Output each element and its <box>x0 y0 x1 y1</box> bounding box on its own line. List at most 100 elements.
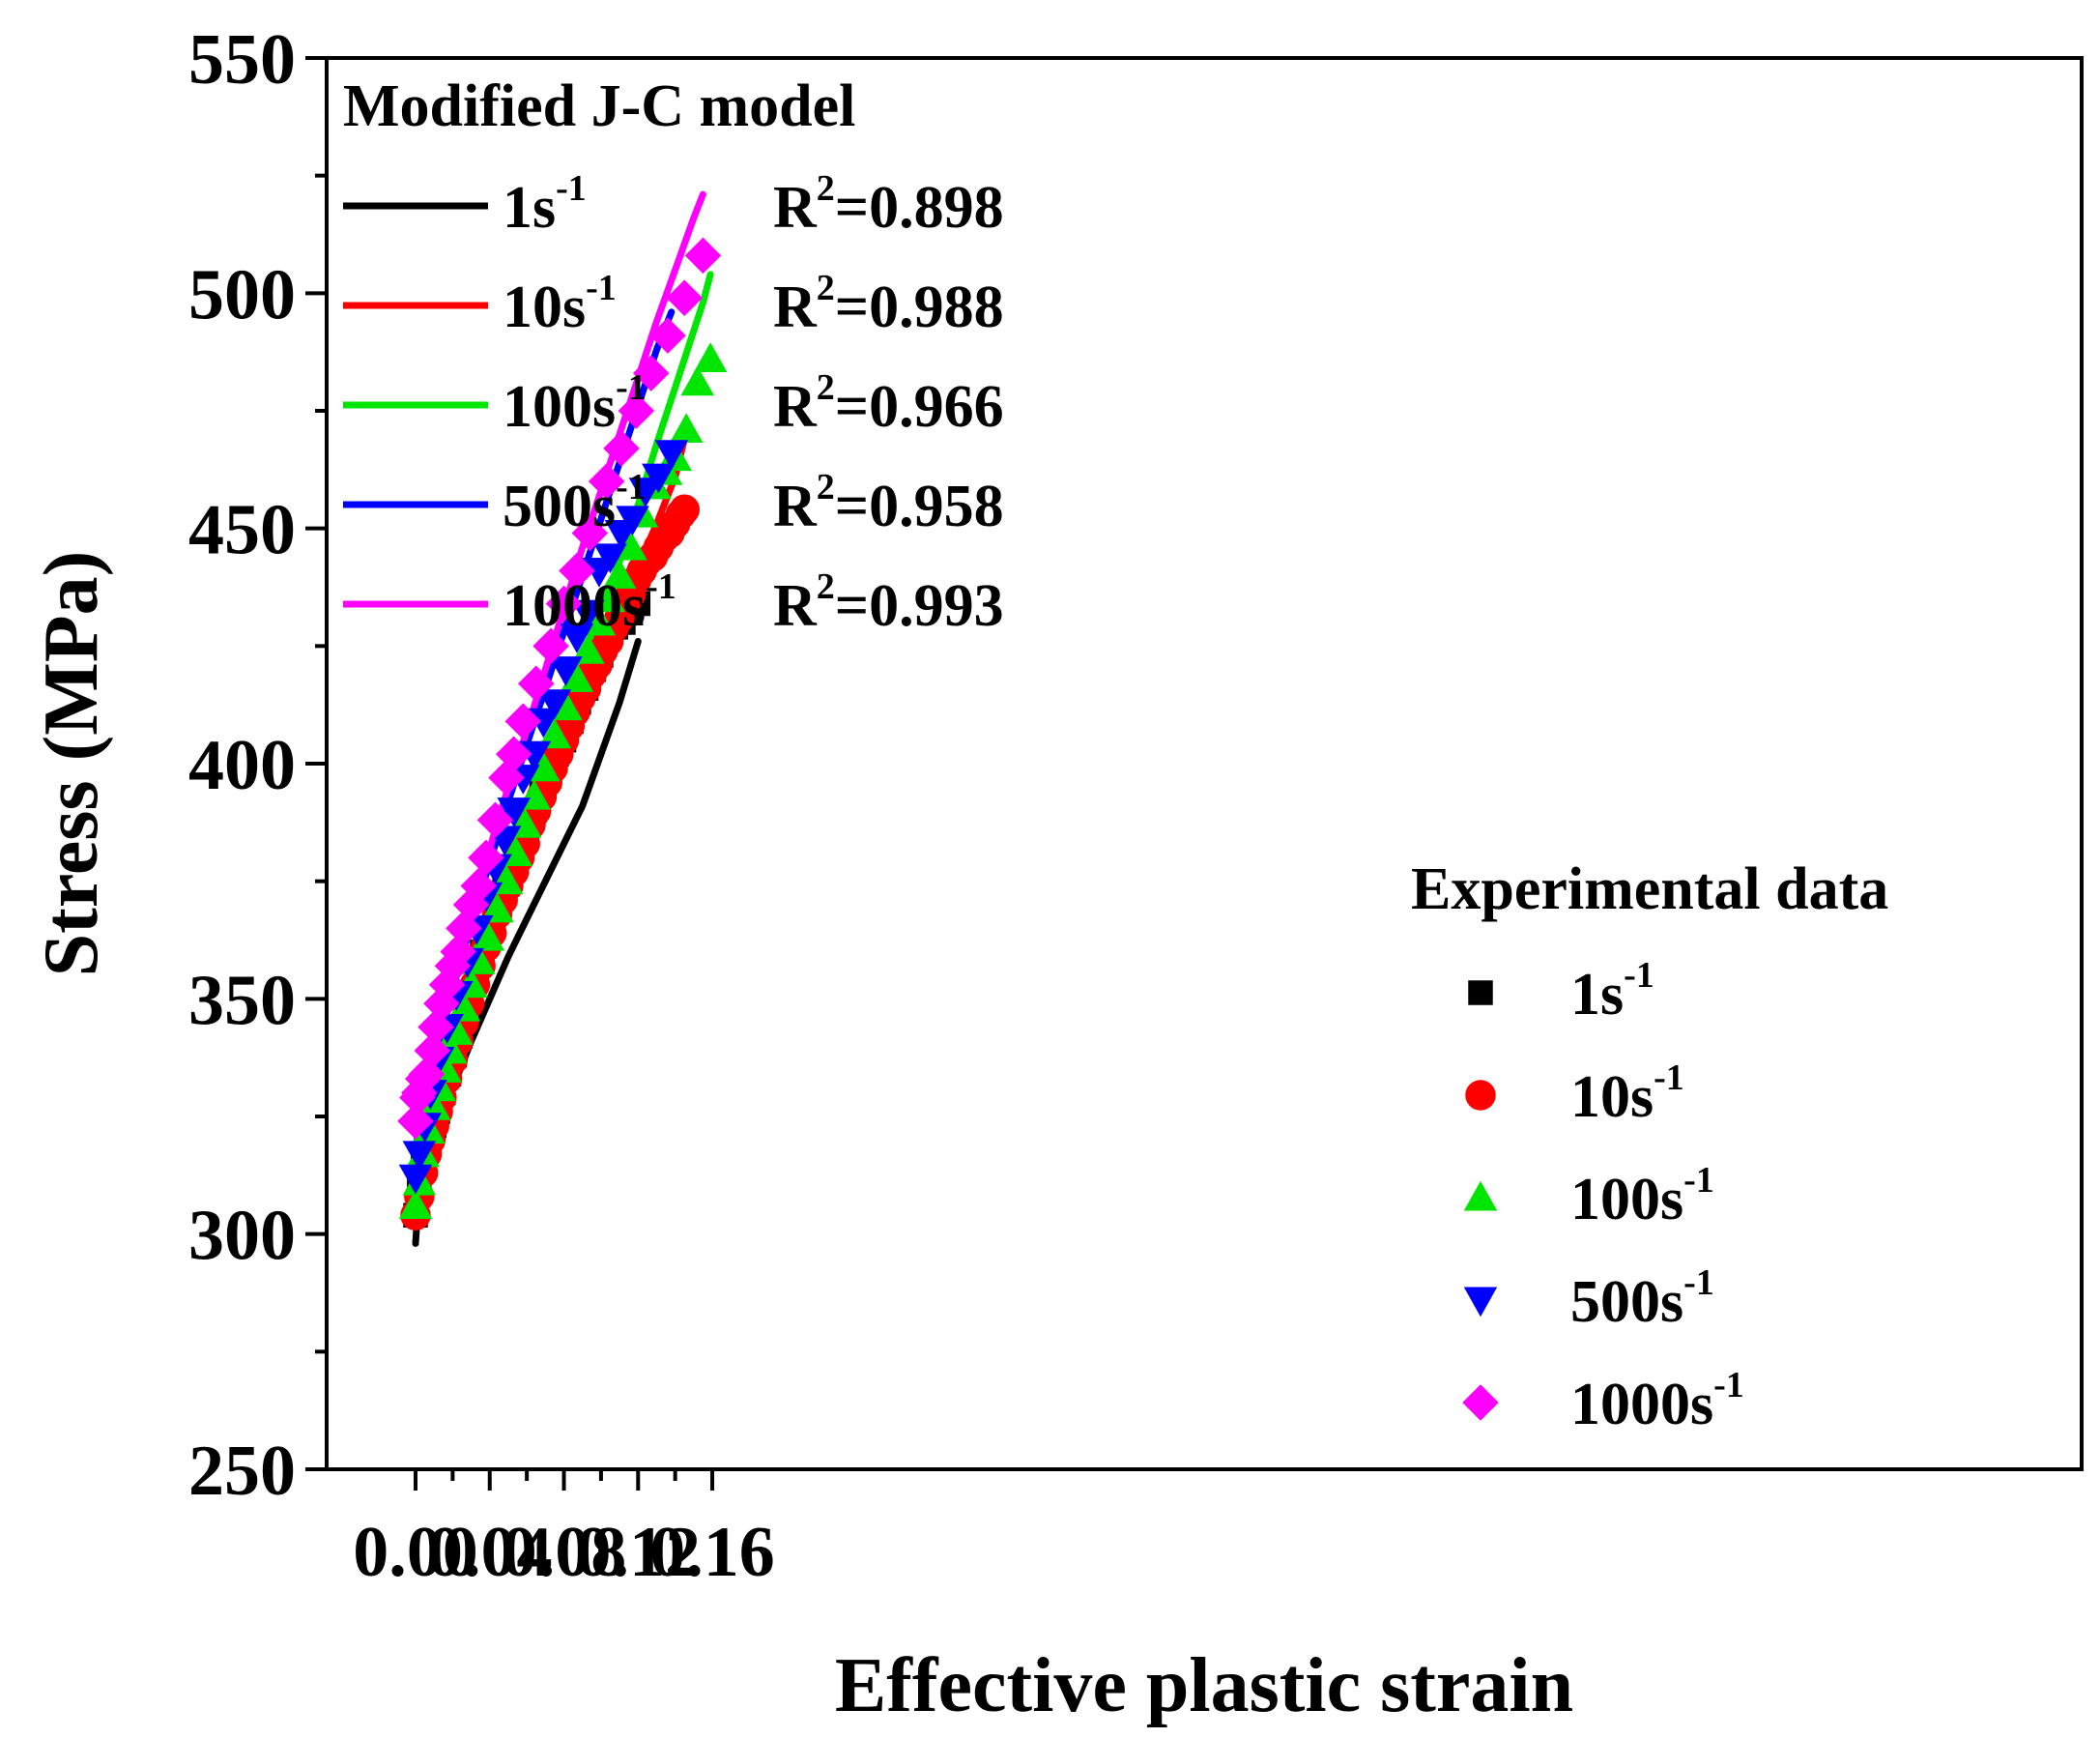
rate-unit: s <box>1690 1372 1713 1437</box>
triangle-up-marker <box>560 662 594 692</box>
r2-value: =0.958 <box>835 474 1004 539</box>
triangle-up-marker <box>417 1090 451 1120</box>
experimental-legend-rate: 1000s-1 <box>1570 1365 1744 1437</box>
rate-unit: s <box>592 374 616 440</box>
experimental-legend-rate: 500s-1 <box>1570 1262 1714 1335</box>
diamond-marker <box>517 665 555 703</box>
triangle-down-marker <box>593 543 627 574</box>
rate-exponent: -1 <box>1683 1160 1714 1201</box>
rate-exponent: -1 <box>556 168 587 209</box>
r2-exponent: 2 <box>817 566 835 607</box>
triangle-down-marker <box>560 623 594 653</box>
triangle-up-marker <box>1463 1180 1498 1211</box>
rate-exponent: -1 <box>1624 955 1654 996</box>
rate-unit: s <box>1630 1064 1654 1130</box>
r2-exponent: 2 <box>817 467 835 507</box>
rate-value: 10 <box>503 275 562 340</box>
diamond-marker <box>571 514 609 552</box>
model-legend-rate: 500s-1 <box>503 467 647 539</box>
r2-symbol: R <box>773 175 818 241</box>
diamond-marker <box>532 627 569 665</box>
triangle-up-marker <box>471 920 505 951</box>
rate-exponent: -1 <box>1713 1365 1744 1405</box>
triangle-down-marker <box>549 656 583 686</box>
triangle-up-marker <box>680 365 714 396</box>
y-axis-title: Stress (MPa) <box>29 551 114 977</box>
triangle-up-marker <box>602 559 637 589</box>
triangle-down-marker <box>628 478 663 507</box>
triangle-up-marker <box>669 413 704 443</box>
diamond-marker <box>423 985 460 1022</box>
experimental-legend-rate: 1s-1 <box>1570 955 1654 1028</box>
diamond-marker <box>618 392 655 429</box>
diamond-marker <box>414 1032 451 1069</box>
diamond-marker <box>495 736 532 773</box>
triangle-up-marker <box>614 530 647 561</box>
rate-unit: s <box>1660 1167 1683 1232</box>
rate-value: 1 <box>1570 962 1600 1028</box>
rate-value: 10 <box>1570 1064 1630 1130</box>
rate-value: 500 <box>1570 1269 1660 1335</box>
model-legend-r2: R2=0.966 <box>773 367 1004 440</box>
rate-exponent: -1 <box>616 367 647 408</box>
triangle-down-marker <box>402 1141 437 1172</box>
diamond-marker <box>504 703 542 739</box>
rate-exponent: -1 <box>586 268 617 308</box>
diamond-marker <box>666 279 704 316</box>
rate-value: 100 <box>503 374 592 440</box>
rate-exponent: -1 <box>616 467 647 507</box>
rate-unit: s <box>592 474 616 539</box>
rate-value: 500 <box>503 474 592 539</box>
diamond-marker <box>632 355 670 391</box>
rate-unit: s <box>1600 962 1624 1028</box>
triangle-down-marker <box>537 689 572 719</box>
rate-value: 1000 <box>1570 1372 1690 1437</box>
model-legend-title: Modified J-C model <box>343 73 855 139</box>
r2-exponent: 2 <box>817 268 835 308</box>
model-legend-r2: R2=0.988 <box>773 268 1004 340</box>
rate-value: 100 <box>1570 1167 1660 1232</box>
circle-marker <box>1465 1080 1496 1111</box>
r2-symbol: R <box>773 374 818 440</box>
r2-value: =0.988 <box>835 275 1004 340</box>
rate-unit: s <box>1660 1269 1683 1335</box>
diamond-marker <box>468 839 504 877</box>
triangle-down-marker <box>571 599 605 630</box>
model-legend-rate: 1000s-1 <box>503 566 676 639</box>
model-legend-r2: R2=0.958 <box>773 467 1004 539</box>
axes: 0.000.040.080.120.16 250 300 350 400 450 500 55… <box>188 20 775 1592</box>
rate-exponent: -1 <box>1654 1057 1684 1098</box>
experimental-legend-title: Experimental data <box>1411 856 1888 922</box>
diamond-marker <box>603 430 640 467</box>
r2-exponent: 2 <box>817 367 835 408</box>
square-marker <box>1468 980 1493 1005</box>
triangle-up-marker <box>571 633 605 664</box>
diamond-marker <box>588 463 625 500</box>
r2-exponent: 2 <box>817 168 835 209</box>
diamond-marker <box>684 237 722 275</box>
triangle-up-marker <box>480 892 514 923</box>
rate-unit: s <box>532 175 556 241</box>
diamond-marker <box>649 317 686 354</box>
y-tick-label: 550 <box>188 20 296 100</box>
r2-symbol: R <box>773 275 818 340</box>
triangle-up-marker <box>693 342 728 372</box>
r2-symbol: R <box>773 474 818 539</box>
diamond-marker <box>1462 1384 1499 1421</box>
r2-value: =0.966 <box>835 374 1004 440</box>
rate-exponent: -1 <box>646 566 676 607</box>
triangle-up-marker <box>537 718 572 749</box>
circle-marker <box>669 494 701 525</box>
model-legend-r2: R2=0.993 <box>773 566 1004 639</box>
triangle-down-marker <box>654 440 689 471</box>
rate-value: 1 <box>503 175 532 241</box>
y-tick-label: 400 <box>188 726 296 805</box>
diamond-marker <box>559 552 595 590</box>
y-tick-label: 350 <box>188 961 296 1040</box>
y-tick-label: 450 <box>188 491 296 570</box>
diamond-marker <box>397 1103 434 1140</box>
model-legend-rate: 100s-1 <box>503 367 647 440</box>
experimental-legend-rate: 10s-1 <box>1570 1057 1684 1130</box>
triangle-down-marker <box>642 463 676 494</box>
